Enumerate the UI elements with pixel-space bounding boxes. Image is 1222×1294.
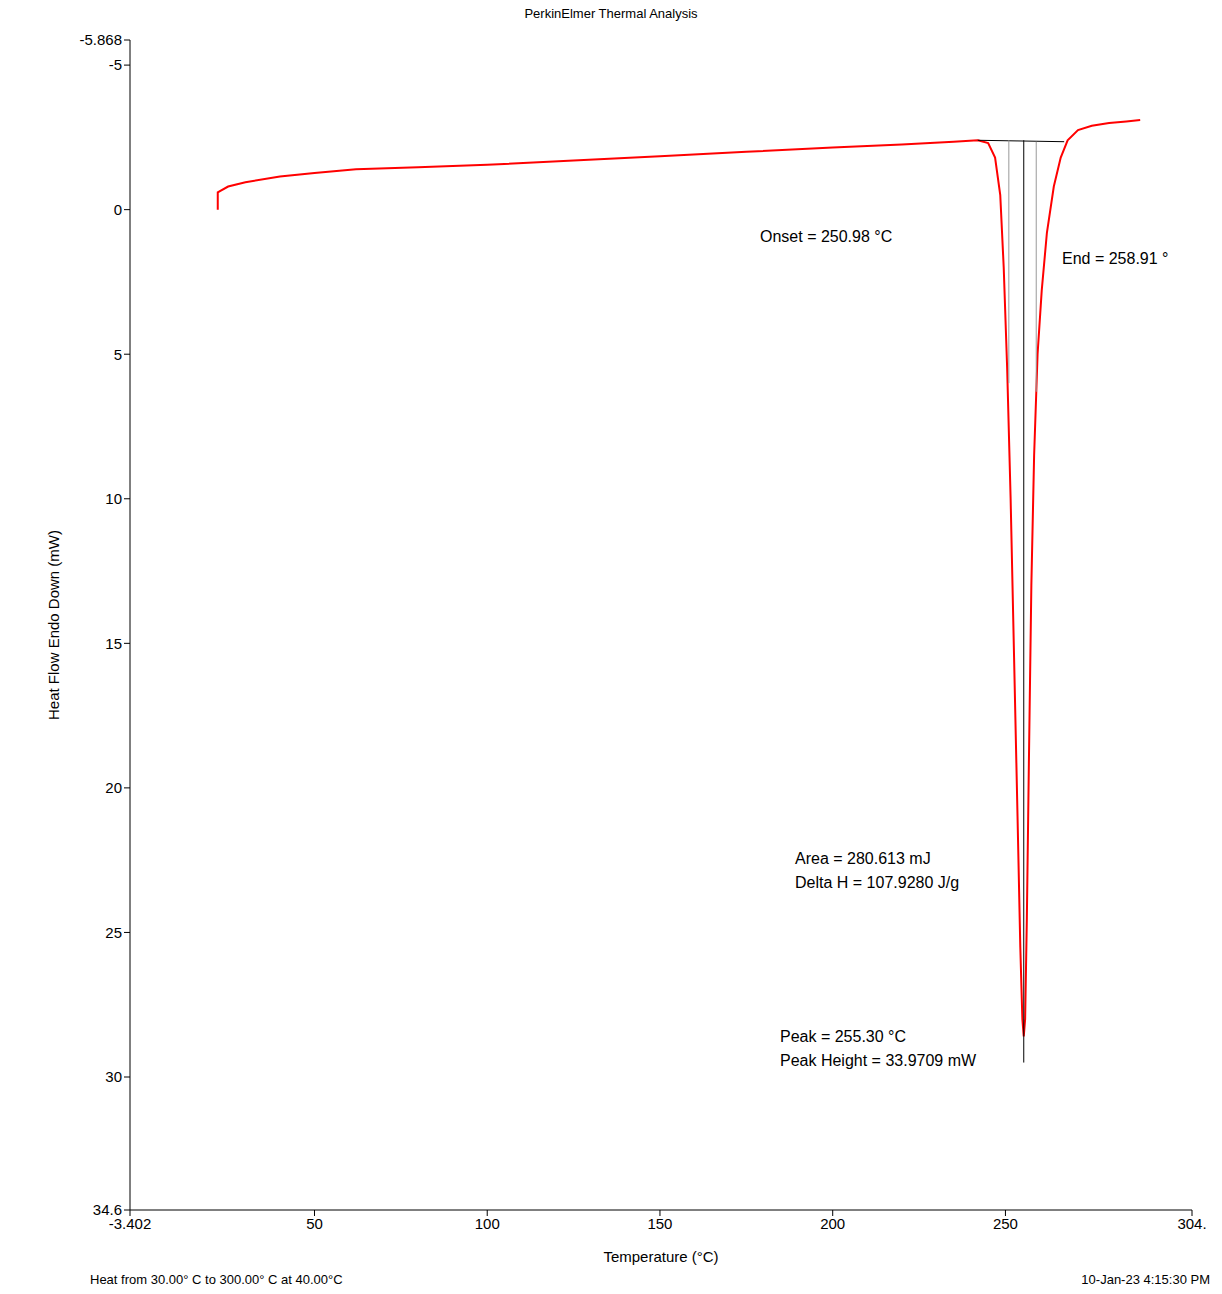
html-text:Peak = 255.30 °C: Peak = 255.30 °C [780,1028,906,1045]
svg-text:250: 250 [993,1215,1018,1232]
svg-text:-3.402: -3.402 [108,1214,152,1232]
svg-text:-5: -5 [109,56,122,73]
html-text:End = 258.91 °: End = 258.91 ° [1062,250,1169,267]
svg-text:5: 5 [114,346,122,363]
svg-text:15: 15 [105,635,122,652]
html-text:Peak Height = 33.9709 mW: Peak Height = 33.9709 mW [780,1052,977,1069]
svg-text:150: 150 [647,1215,672,1232]
svg-text:34.6: 34.6 [93,1201,122,1218]
svg-text:100: 100 [475,1215,500,1232]
html-text:Delta H = 107.9280 J/g: Delta H = 107.9280 J/g [795,874,960,891]
svg-text:25: 25 [105,924,122,941]
svg-text:Heat Flow Endo Down (mW): Heat Flow Endo Down (mW) [45,530,62,720]
svg-text:20: 20 [105,779,122,796]
html-text:PerkinElmer Thermal Analysis: PerkinElmer Thermal Analysis [524,6,698,21]
svg-text:200: 200 [820,1215,845,1232]
html-text:10-Jan-23 4:15:30 PM: 10-Jan-23 4:15:30 PM [1081,1272,1210,1287]
svg-text:50: 50 [306,1215,323,1232]
html-text:Heat from 30.00° C to 300.00°: Heat from 30.00° C to 300.00° C at 40.00… [90,1272,343,1287]
svg-text:30: 30 [105,1068,122,1085]
svg-text:-5.868: -5.868 [79,31,122,48]
svg-text:10: 10 [105,490,122,507]
svg-text:0: 0 [114,201,122,218]
svg-text:Temperature (°C): Temperature (°C) [603,1248,718,1265]
html-text:Area = 280.613 mJ: Area = 280.613 mJ [795,850,931,867]
html-text:Onset = 250.98 °C: Onset = 250.98 °C [760,228,893,245]
svg-text:304.: 304. [1177,1215,1206,1232]
